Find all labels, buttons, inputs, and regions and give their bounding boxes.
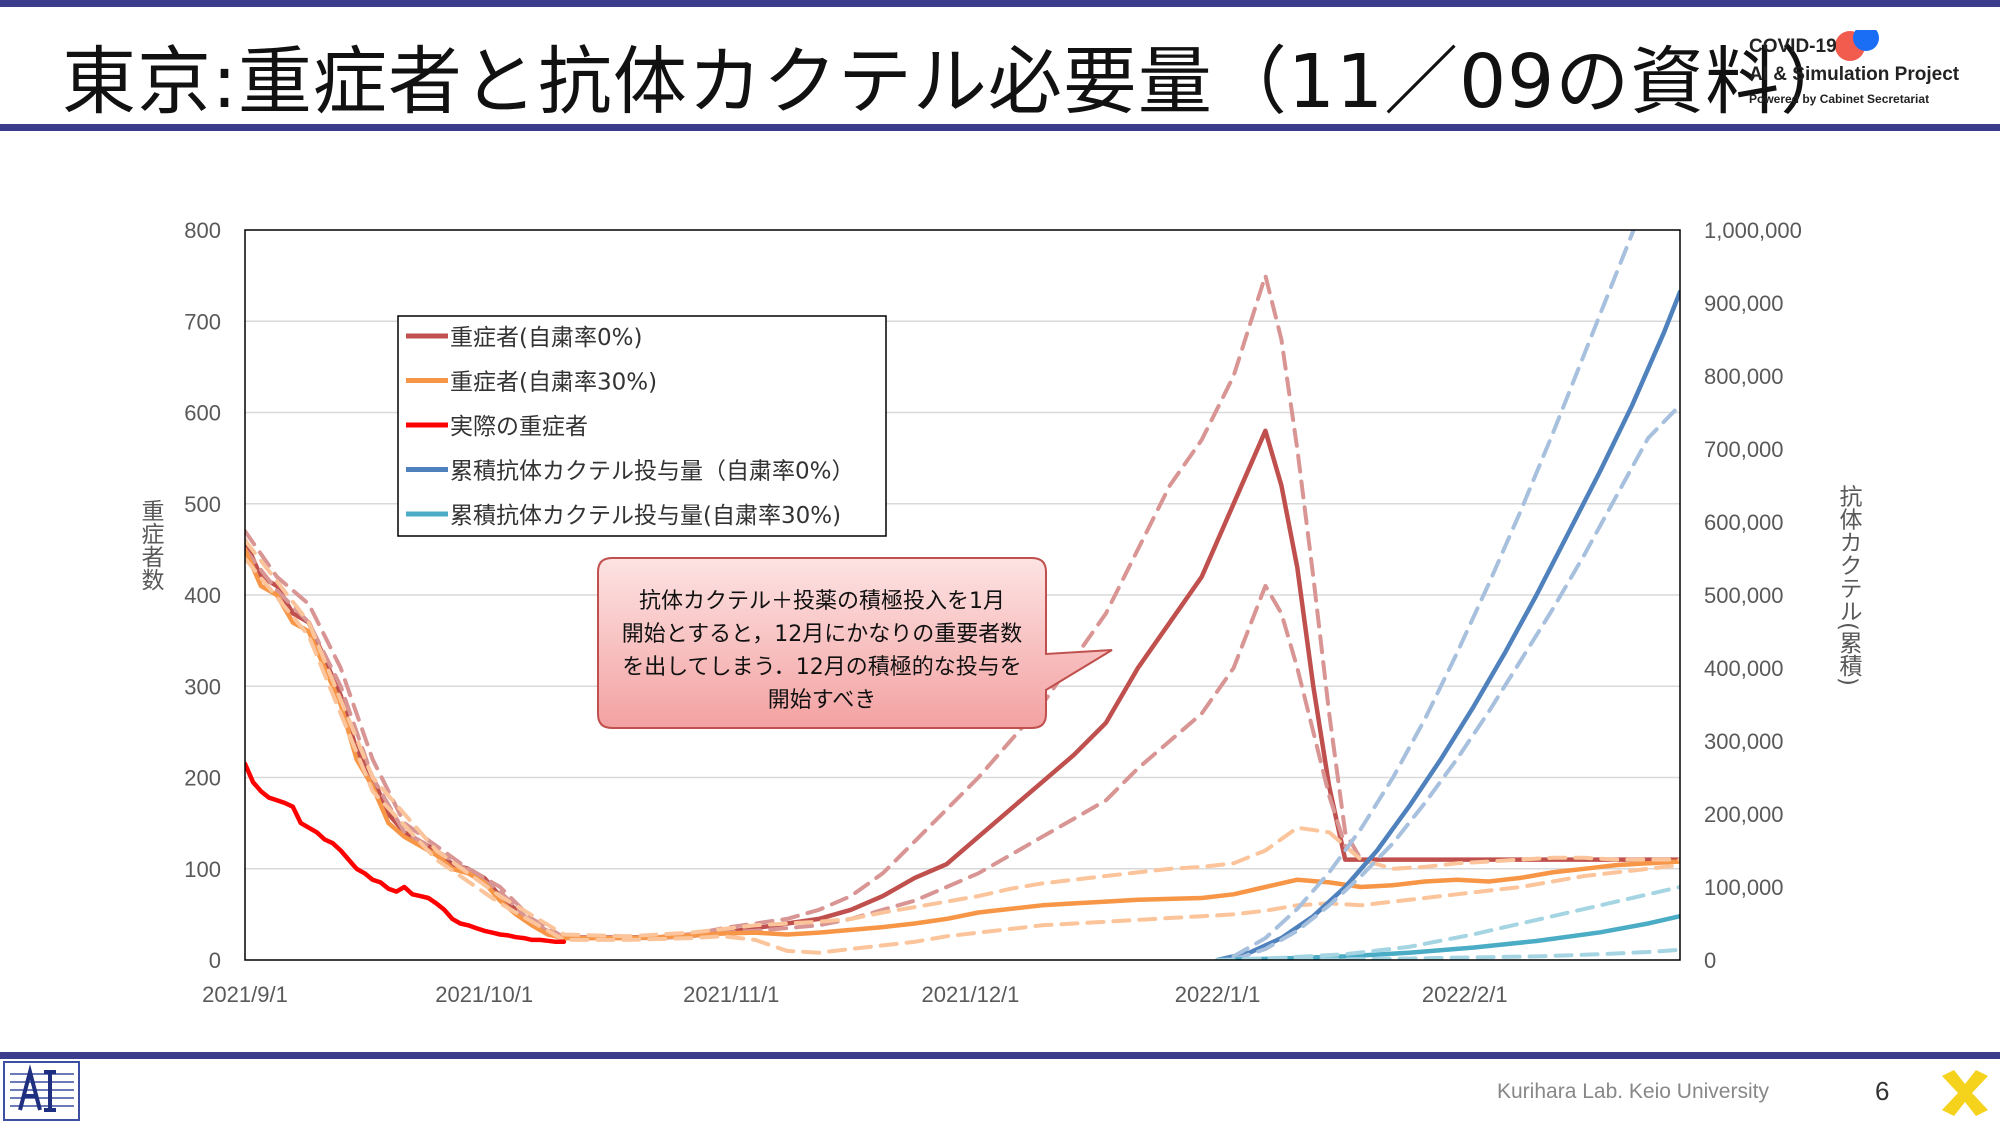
legend-box [397,315,887,537]
legend-label: 重症者(自粛率0%) [450,325,642,351]
series-line [1231,230,1636,959]
y2-tick-label: 400,000 [1704,656,1784,681]
project-logo: COVID-19 AI & Simulation Project Powered… [1745,30,1985,120]
logo-line-1: COVID-19 [1749,36,1837,57]
y-axis-title: 重症者数 [137,499,165,591]
corner-cross-icon [1942,1070,1988,1116]
y-tick-label: 200 [184,766,221,791]
y-tick-label: 700 [184,309,221,334]
x-tick-label: 2021/12/1 [922,982,1020,1007]
series-line [245,547,1680,941]
logo-blue-dot [1853,30,1879,51]
top-brand-bar [0,0,2000,7]
logo-line-3: Powered by Cabinet Secretariat [1749,92,1930,106]
legend-label: 重症者(自粛率30%) [450,370,657,396]
y2-tick-label: 100,000 [1704,875,1784,900]
lab-logo-icon [3,1061,80,1121]
series-line [1231,403,1680,960]
x-tick-label: 2022/2/1 [1422,982,1508,1007]
series-line [245,273,1364,940]
y-tick-label: 500 [184,492,221,517]
logo-dots-icon [1835,30,1879,61]
series-line [1215,885,1680,960]
annotation-text: 開始すべき [768,688,876,713]
series-line [245,556,1680,955]
y2-tick-label: 800,000 [1704,364,1784,389]
x-tick-label: 2021/9/1 [202,982,288,1007]
y-tick-label: 400 [184,583,221,608]
annotation-callout [597,557,1113,729]
annotation-text: を出してしまう．12月の積極的な投与を [622,655,1022,680]
series-line [1215,289,1680,960]
y-tick-label: 800 [184,218,221,243]
annotation-text: 開始とすると，12月にかなりの重要者数 [622,622,1022,647]
page-number: 6 [1875,1076,1890,1106]
y2-tick-label: 700,000 [1704,437,1784,462]
y-tick-label: 300 [184,674,221,699]
legend-label: 累積抗体カクテル投与量(自粛率30%) [450,503,841,529]
y2-tick-label: 500,000 [1704,583,1784,608]
y2-tick-label: 900,000 [1704,291,1784,316]
title-underline [0,124,2000,131]
footer-credit: Kurihara Lab. Keio University [1497,1080,1769,1103]
series-line [245,761,567,945]
y2-tick-label: 600,000 [1704,510,1784,535]
x-tick-label: 2021/10/1 [435,982,533,1007]
legend-label: 実際の重症者 [450,414,588,440]
annotation-text: 抗体カクテル＋投薬の積極投入を1月 [639,589,1005,614]
logo-line-2: AI & Simulation Project [1749,64,1960,85]
y-tick-label: 600 [184,401,221,426]
series-line [245,538,1680,939]
y2-tick-label: 0 [1704,948,1716,973]
x-tick-label: 2021/11/1 [683,982,779,1007]
y2-axis-title: 抗体カクテル(累積) [1835,484,1863,686]
y-tick-label: 0 [209,948,221,973]
bottom-brand-bar [0,1052,2000,1059]
y2-tick-label: 1,000,000 [1704,218,1802,243]
page-title: 東京:重症者と抗体カクテル必要量（11／09の資料） [62,39,1856,125]
legend-label: 累積抗体カクテル投与量（自粛率0%） [450,459,855,485]
x-tick-label: 2022/1/1 [1175,982,1261,1007]
plot-frame [244,229,1681,961]
y2-tick-label: 200,000 [1704,802,1784,827]
y2-tick-label: 300,000 [1704,729,1784,754]
y-tick-label: 100 [184,857,221,882]
